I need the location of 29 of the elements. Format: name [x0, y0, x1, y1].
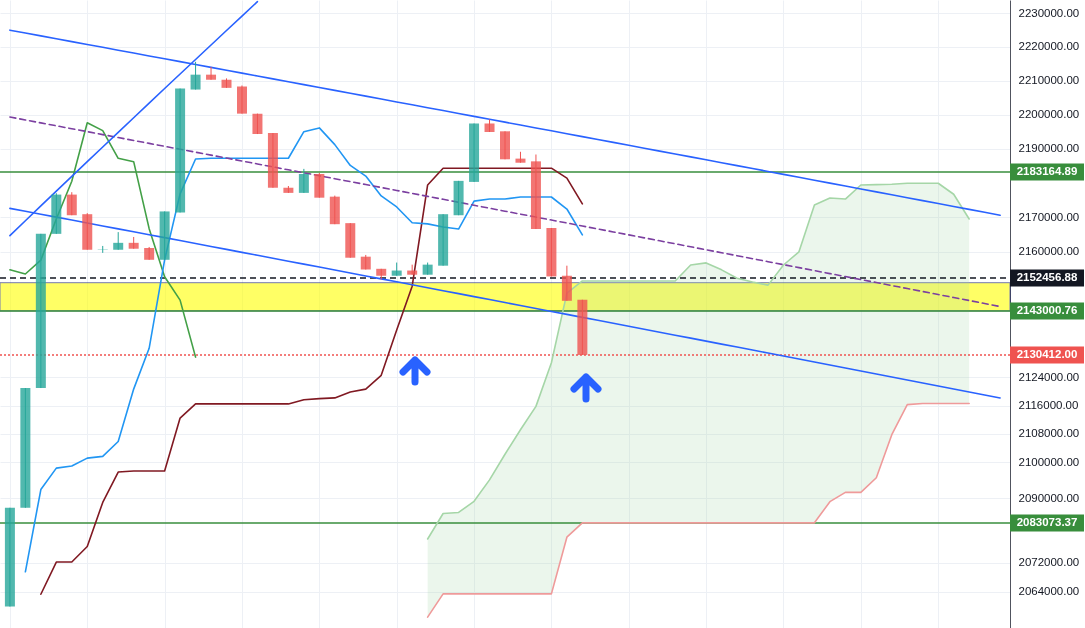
line-series	[9, 122, 197, 358]
ref-line-label: 2183164.89	[1016, 165, 1078, 178]
y-tick-label: 2108000.00	[1018, 427, 1080, 440]
y-tick-label: 2210000.00	[1018, 74, 1080, 87]
line-series	[40, 167, 584, 596]
y-tick-label: 2124000.00	[1018, 370, 1080, 383]
y-tick-label: 2064000.00	[1018, 585, 1080, 598]
candlestick	[298, 168, 309, 194]
y-tick-label: 2100000.00	[1018, 455, 1080, 468]
ref-line-label: 2130412.00	[1016, 347, 1078, 360]
candlestick	[190, 61, 201, 91]
y-tick-label: 2116000.00	[1018, 399, 1079, 412]
y-tick-label: 2200000.00	[1018, 108, 1080, 121]
y-tick-label: 2170000.00	[1018, 210, 1080, 223]
y-tick-label: 2230000.00	[1018, 6, 1080, 19]
y-tick-label: 2190000.00	[1018, 142, 1080, 155]
y-tick-label: 2090000.00	[1018, 491, 1080, 504]
line-series	[9, 116, 1001, 308]
ref-line-label: 2083073.37	[1016, 515, 1078, 528]
y-tick-label: 2160000.00	[1018, 245, 1080, 258]
line-series	[426, 182, 970, 540]
line-series	[426, 402, 970, 618]
ref-line-label: 2143000.76	[1016, 303, 1078, 316]
y-tick-label: 2220000.00	[1018, 40, 1080, 53]
candlestick	[206, 66, 217, 81]
line-series	[24, 127, 584, 573]
ref-line-label: 2152456.88	[1016, 270, 1078, 283]
y-tick-label: 2072000.00	[1018, 556, 1080, 569]
candlestick	[314, 172, 325, 199]
